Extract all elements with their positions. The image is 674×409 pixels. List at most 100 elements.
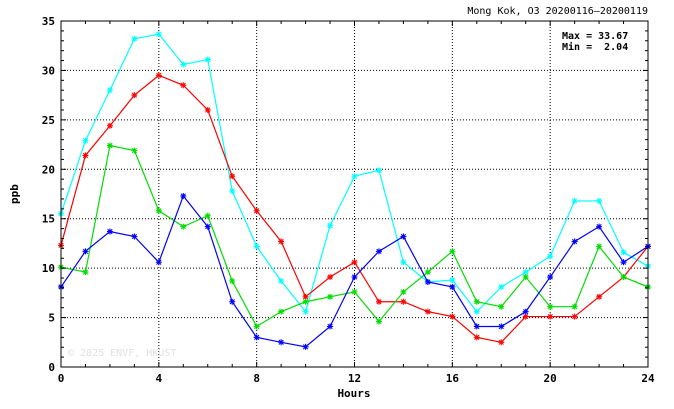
y-tick-label: 20 [42, 163, 55, 176]
data-point [351, 173, 358, 180]
data-point [473, 334, 480, 341]
data-point [571, 313, 578, 320]
y-tick-label: 10 [42, 262, 55, 275]
data-point [302, 308, 309, 315]
data-point [375, 298, 382, 305]
x-tick-label: 24 [641, 372, 655, 385]
data-point [498, 339, 505, 346]
data-point [82, 248, 89, 255]
data-point [547, 274, 554, 281]
data-point [498, 323, 505, 330]
data-point [204, 223, 211, 230]
data-point [424, 278, 431, 285]
data-point [547, 303, 554, 310]
data-point [424, 308, 431, 315]
data-point [253, 323, 260, 330]
data-point [327, 274, 334, 281]
chart-title: Mong Kok, O3 20200116–20200119 [467, 6, 648, 17]
copyright-watermark: © 2025 ENVF, HKUST [68, 348, 176, 359]
y-tick-label: 5 [48, 312, 55, 325]
data-point [155, 259, 162, 266]
data-point [522, 274, 529, 281]
data-point [278, 238, 285, 245]
data-point [155, 72, 162, 79]
data-point [106, 228, 113, 235]
data-point [131, 233, 138, 240]
series-1 [58, 72, 651, 346]
data-point [596, 197, 603, 204]
y-tick-label: 0 [48, 361, 55, 374]
data-point [571, 197, 578, 204]
data-point [473, 323, 480, 330]
data-point [106, 87, 113, 94]
data-point [131, 92, 138, 99]
x-tick-label: 16 [446, 372, 460, 385]
y-tick-label: 30 [42, 64, 55, 77]
x-tick-label: 4 [156, 372, 163, 385]
data-point [620, 274, 627, 281]
data-point [204, 56, 211, 63]
data-point [82, 152, 89, 159]
data-point [351, 274, 358, 281]
data-point [229, 277, 236, 284]
data-point [571, 238, 578, 245]
data-point [473, 298, 480, 305]
data-point [449, 283, 456, 290]
data-point [302, 298, 309, 305]
data-point [278, 277, 285, 284]
data-point [400, 233, 407, 240]
data-point [302, 293, 309, 300]
data-point [82, 137, 89, 144]
min-value-label: Min = 2.04 [562, 41, 628, 53]
max-value-label: Max = 33.67 [562, 31, 628, 42]
data-point [180, 192, 187, 199]
series-line [60, 74, 649, 343]
y-tick-label: 15 [42, 213, 55, 226]
data-point [253, 243, 260, 250]
data-point [180, 223, 187, 230]
data-point [449, 277, 456, 284]
data-point [596, 243, 603, 250]
data-point [498, 283, 505, 290]
data-point [498, 303, 505, 310]
data-point [547, 253, 554, 260]
data-point [253, 207, 260, 214]
x-tick-label: 12 [348, 372, 361, 385]
data-point [229, 298, 236, 305]
data-point [327, 293, 334, 300]
data-point [131, 35, 138, 42]
data-point [620, 249, 627, 256]
data-point [400, 298, 407, 305]
data-point [155, 207, 162, 214]
series-0 [58, 31, 651, 315]
data-point [155, 31, 162, 38]
x-axis-label: Hours [337, 387, 370, 400]
data-point [473, 308, 480, 315]
y-axis-label: ppb [8, 184, 21, 204]
data-point [327, 323, 334, 330]
data-point [571, 303, 578, 310]
data-point [82, 269, 89, 276]
data-point [106, 122, 113, 129]
grid-lines [61, 21, 648, 367]
data-point [180, 61, 187, 68]
data-point [131, 147, 138, 154]
series-2 [58, 142, 651, 330]
data-point [253, 334, 260, 341]
data-point [449, 313, 456, 320]
data-point [204, 106, 211, 113]
data-point [400, 288, 407, 295]
data-point [400, 259, 407, 266]
data-point [229, 173, 236, 180]
data-point [106, 142, 113, 149]
data-point [302, 343, 309, 350]
x-tick-label: 20 [544, 372, 557, 385]
series-layer [58, 31, 651, 350]
y-tick-label: 35 [42, 15, 55, 28]
x-tick-label: 8 [253, 372, 260, 385]
data-point [327, 222, 334, 229]
data-point [278, 308, 285, 315]
data-point [522, 308, 529, 315]
data-point [375, 248, 382, 255]
